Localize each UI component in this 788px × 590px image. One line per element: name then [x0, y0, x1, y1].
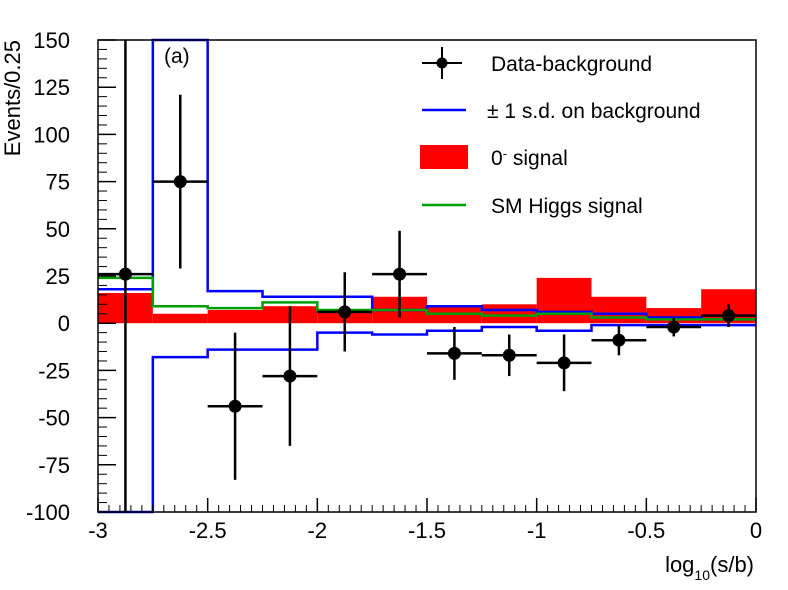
y-tick-label: 25: [46, 264, 70, 289]
signal-bar: [536, 277, 592, 324]
data-point: [393, 267, 407, 281]
legend-label-higgs: SM Higgs signal: [491, 195, 643, 218]
y-tick-label: 0: [58, 311, 70, 336]
x-axis-title-subscript: 10: [694, 567, 710, 583]
axes: -3 -2.5 -2 -1.5 -1 -0.5 0-100-75-50-2502550751…: [26, 28, 762, 543]
legend-label-signal-rest: signal: [507, 147, 568, 170]
data-point: [338, 305, 352, 319]
y-tick-label: -75: [38, 453, 70, 478]
data-point: [173, 175, 187, 189]
signal-bar: [591, 296, 647, 324]
data-point: [283, 369, 297, 383]
data-point: [722, 309, 736, 323]
data-point: [612, 333, 626, 347]
legend-marker-signal: [420, 145, 468, 169]
legend-signal-box: [420, 145, 468, 169]
x-tick-label: -2.5: [189, 518, 227, 543]
y-tick-label: -50: [38, 406, 70, 431]
y-tick-label: 125: [33, 75, 70, 100]
legend-data-dot: [436, 57, 448, 69]
legend-label-signal-main: 0: [491, 147, 503, 170]
y-tick-label: 150: [33, 28, 70, 53]
data-point: [667, 320, 681, 334]
panel-label: (a): [164, 45, 190, 68]
background-band-line: [98, 323, 756, 514]
data-point: [118, 267, 132, 281]
x-tick-label: -0.5: [627, 518, 665, 543]
background-band-line: [98, 38, 756, 321]
data-point: [447, 346, 461, 360]
x-tick-label: -1.5: [408, 518, 446, 543]
x-tick-label: -1: [527, 518, 547, 543]
y-axis-title: Events/0.25: [0, 40, 25, 156]
legend-label-band: ± 1 s.d. on background: [487, 100, 701, 123]
legend: Data-background ± 1 s.d. on background 0…: [420, 47, 701, 218]
x-tick-label: -3: [88, 518, 108, 543]
step-lines: [98, 38, 756, 514]
y-tick-label: 75: [46, 170, 70, 195]
x-axis-title: log10(s/b): [665, 552, 754, 583]
signal-bar: [152, 313, 208, 324]
data-point: [228, 399, 242, 413]
data-point: [502, 348, 516, 362]
y-tick-label: -25: [38, 358, 70, 383]
x-tick-label: -2: [308, 518, 328, 543]
data-points: [98, 40, 756, 512]
signal-bar: [481, 304, 537, 324]
signal-bar: [207, 309, 263, 324]
x-axis-title-prefix: log: [665, 552, 694, 577]
legend-label-signal: 0- signal: [491, 146, 568, 171]
legend-label-signal-sup: -: [503, 146, 507, 161]
y-tick-label: -100: [26, 500, 70, 525]
legend-label-data: Data-background: [491, 53, 652, 76]
data-point: [557, 356, 571, 370]
sm-higgs-line: [98, 276, 756, 321]
x-axis-title-suffix: (s/b): [710, 552, 754, 577]
x-tick-label: 0: [750, 518, 762, 543]
y-tick-label: 50: [46, 217, 70, 242]
legend-marker-data: [422, 47, 462, 79]
y-tick-label: 100: [33, 122, 70, 147]
